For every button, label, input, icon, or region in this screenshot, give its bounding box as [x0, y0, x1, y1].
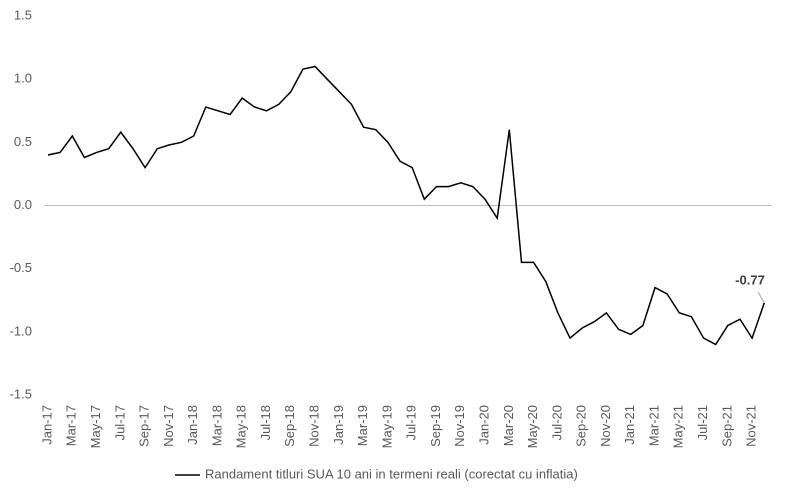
x-tick-label: Jul-20 — [549, 405, 564, 440]
x-tick-label: Jul-18 — [258, 405, 273, 440]
x-tick-label: May-21 — [671, 405, 686, 448]
x-tick-label: Nov-21 — [744, 405, 759, 447]
x-tick-label: Jul-19 — [404, 405, 419, 440]
x-tick-label: Jan-18 — [185, 405, 200, 445]
x-tick-label: Jan-19 — [331, 405, 346, 445]
x-tick-label: Nov-18 — [307, 405, 322, 447]
x-tick-label: Nov-20 — [598, 405, 613, 447]
legend-label: Randament titluri SUA 10 ani in termeni … — [205, 466, 578, 481]
y-tick-label: 1.5 — [14, 7, 32, 22]
x-tick-label: Jan-17 — [39, 405, 54, 445]
x-tick-label: Mar-18 — [209, 405, 224, 446]
y-tick-label: -1.0 — [10, 323, 32, 338]
x-tick-label: Sep-21 — [719, 405, 734, 447]
x-tick-label: Jan-21 — [622, 405, 637, 445]
x-tick-label: May-17 — [88, 405, 103, 448]
series-line — [47, 65, 766, 346]
x-tick-label: Jul-21 — [695, 405, 710, 440]
x-tick-label: Sep-18 — [282, 405, 297, 447]
y-tick-label: -0.5 — [10, 260, 32, 275]
x-tick-label: Sep-17 — [137, 405, 152, 447]
x-tick-label: Jul-17 — [112, 405, 127, 440]
y-tick-label: 1.0 — [14, 71, 32, 86]
x-tick-label: Nov-17 — [161, 405, 176, 447]
y-tick-label: -1.5 — [10, 386, 32, 401]
y-tick-label: 0.0 — [14, 197, 32, 212]
x-tick-label: Mar-20 — [501, 405, 516, 446]
annotation: -0.77 — [735, 272, 765, 287]
x-tick-label: Mar-21 — [646, 405, 661, 446]
x-tick-label: Sep-19 — [428, 405, 443, 447]
x-tick-label: Nov-19 — [452, 405, 467, 447]
x-tick-label: May-20 — [525, 405, 540, 448]
x-tick-label: May-18 — [234, 405, 249, 448]
x-tick-label: Mar-19 — [355, 405, 370, 446]
annotation-leader — [757, 291, 765, 304]
y-tick-label: 0.5 — [14, 134, 32, 149]
x-tick-label: Jan-20 — [476, 405, 491, 445]
x-tick-label: May-19 — [379, 405, 394, 448]
x-tick-label: Mar-17 — [64, 405, 79, 446]
x-tick-label: Sep-20 — [574, 405, 589, 447]
